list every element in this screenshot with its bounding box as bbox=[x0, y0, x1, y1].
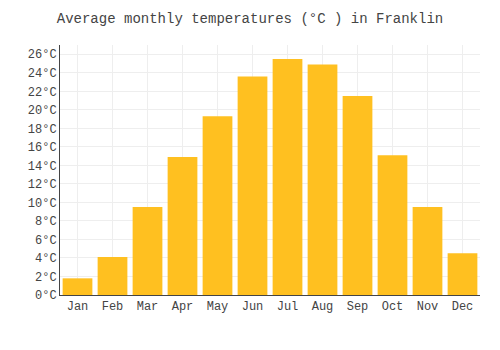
svg-text:Feb: Feb bbox=[102, 300, 124, 314]
svg-text:12°C: 12°C bbox=[28, 178, 57, 192]
svg-text:20°C: 20°C bbox=[28, 104, 57, 118]
svg-text:8°C: 8°C bbox=[35, 215, 57, 229]
svg-text:Average monthly temperatures (: Average monthly temperatures (°C ) in Fr… bbox=[57, 11, 443, 27]
svg-text:Jan: Jan bbox=[67, 300, 89, 314]
svg-text:Dec: Dec bbox=[452, 300, 474, 314]
svg-text:2°C: 2°C bbox=[35, 271, 57, 285]
svg-text:Jun: Jun bbox=[242, 300, 264, 314]
svg-text:22°C: 22°C bbox=[28, 86, 57, 100]
svg-text:May: May bbox=[207, 300, 229, 314]
svg-text:10°C: 10°C bbox=[28, 197, 57, 211]
svg-text:Mar: Mar bbox=[137, 300, 159, 314]
svg-text:Oct: Oct bbox=[382, 300, 404, 314]
svg-text:26°C: 26°C bbox=[28, 48, 57, 62]
svg-text:6°C: 6°C bbox=[35, 234, 57, 248]
svg-text:Sep: Sep bbox=[347, 300, 369, 314]
svg-text:Apr: Apr bbox=[172, 300, 194, 314]
svg-text:Aug: Aug bbox=[312, 300, 334, 314]
svg-text:24°C: 24°C bbox=[28, 67, 57, 81]
svg-text:Jul: Jul bbox=[277, 300, 299, 314]
svg-text:18°C: 18°C bbox=[28, 123, 57, 137]
svg-text:14°C: 14°C bbox=[28, 160, 57, 174]
svg-text:4°C: 4°C bbox=[35, 252, 57, 266]
svg-text:16°C: 16°C bbox=[28, 141, 57, 155]
svg-text:0°C: 0°C bbox=[35, 289, 57, 303]
svg-text:Nov: Nov bbox=[417, 300, 439, 314]
